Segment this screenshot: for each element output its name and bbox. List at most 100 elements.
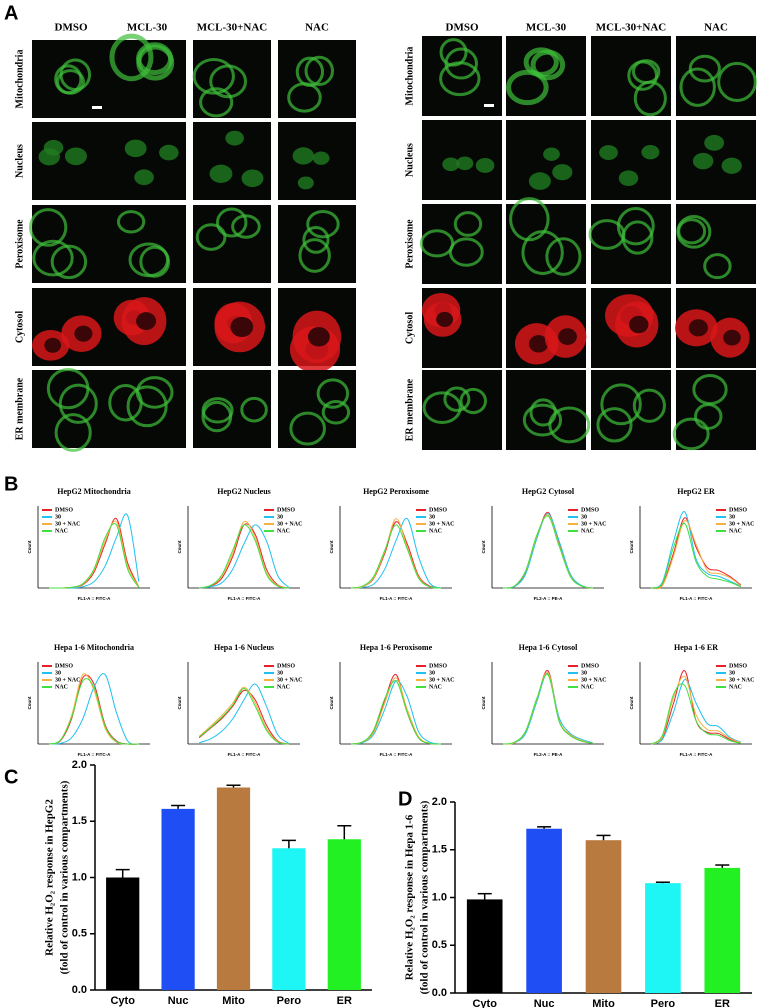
x-axis-label: FL1-A :: FITC-A xyxy=(380,596,414,601)
y-axis-label: Count xyxy=(27,696,32,709)
nucleus xyxy=(456,156,474,171)
y-axis-label: Count xyxy=(177,540,182,553)
histogram-line xyxy=(351,674,441,745)
cell xyxy=(459,387,487,415)
x-tick-label: Pero xyxy=(277,995,302,1007)
row-label: ER membrane xyxy=(404,378,415,441)
y-tick-label: 0.5 xyxy=(72,928,87,940)
y-tick-label: 1.0 xyxy=(72,871,87,883)
micrograph xyxy=(676,120,756,200)
chart-title: Hepa 1-6 Mitochondria xyxy=(54,643,134,652)
y-tick-label: 1.5 xyxy=(432,844,447,856)
legend-label: DMSO xyxy=(55,663,73,669)
legend-label: 30 xyxy=(277,670,283,676)
histogram-line xyxy=(198,686,289,745)
histogram-line xyxy=(351,524,441,589)
row-label: Peroxisome xyxy=(404,219,415,269)
x-tick-label: Nuc xyxy=(168,995,189,1007)
micrograph xyxy=(108,40,186,118)
x-tick-label: Nuc xyxy=(534,998,555,1008)
legend-label: 30 + NAC xyxy=(277,677,302,683)
column-header: DMSO xyxy=(55,22,88,34)
histogram-line xyxy=(351,517,442,589)
legend-label: NAC xyxy=(429,528,442,534)
cell xyxy=(59,58,92,91)
scale-bar xyxy=(92,106,102,109)
x-axis-label: FL1-A :: FITC-A xyxy=(380,752,414,757)
nucleus xyxy=(230,316,254,338)
y-axis-label: Count xyxy=(329,696,334,709)
cell xyxy=(509,197,550,242)
nucleus xyxy=(124,139,147,158)
cell xyxy=(116,210,146,234)
micrograph xyxy=(676,370,756,450)
nucleus xyxy=(629,315,649,334)
legend-label: NAC xyxy=(277,684,290,690)
legend-label: 30 xyxy=(277,514,283,520)
cell xyxy=(54,413,92,452)
x-axis-label: FL1-A :: FITC-A xyxy=(228,596,262,601)
x-axis-label: FL1-A :: FITC-A xyxy=(680,596,714,601)
cell xyxy=(199,87,234,118)
cell xyxy=(522,403,563,437)
bar xyxy=(585,840,622,993)
histogram-line xyxy=(503,515,593,589)
bar xyxy=(704,867,741,993)
cell xyxy=(321,400,351,425)
nucleus xyxy=(688,319,708,337)
nucleus xyxy=(723,329,741,346)
legend-label: 30 xyxy=(729,670,735,676)
nucleus xyxy=(528,335,549,353)
nucleus xyxy=(543,147,560,161)
histogram-line xyxy=(49,523,140,589)
panel-label: C xyxy=(4,766,18,788)
nucleus xyxy=(704,134,725,151)
nucleus xyxy=(721,157,742,174)
legend-label: 30 + NAC xyxy=(429,677,454,683)
legend-label: 30 xyxy=(55,514,61,520)
histogram-line xyxy=(199,523,289,589)
cell xyxy=(209,64,247,99)
x-axis-label: FL1-A :: FITC-A xyxy=(78,596,112,601)
cell xyxy=(632,388,666,423)
legend-label: 30 + NAC xyxy=(581,677,606,683)
micrograph xyxy=(506,370,586,450)
y-tick-label: 0.0 xyxy=(432,987,447,999)
bar xyxy=(327,839,361,990)
cell xyxy=(548,406,591,444)
nucleus xyxy=(241,169,264,188)
cell xyxy=(703,253,732,280)
micrograph xyxy=(32,40,110,118)
cell xyxy=(306,209,340,239)
legend-label: 30 + NAC xyxy=(729,521,754,527)
histogram-line xyxy=(503,671,593,745)
cell xyxy=(506,69,549,106)
micrograph xyxy=(591,120,671,200)
cell xyxy=(201,400,233,433)
micrograph xyxy=(108,122,186,200)
histogram-line xyxy=(199,520,289,589)
cell xyxy=(32,239,74,277)
cell xyxy=(600,383,642,426)
cell xyxy=(453,211,483,237)
y-axis-label: (fold of control in various compartments… xyxy=(419,800,431,994)
nucleus xyxy=(159,144,179,161)
histogram-line xyxy=(351,680,441,745)
row-label: Mitochondria xyxy=(14,50,25,109)
chart-title: HepG2 ER xyxy=(677,487,715,496)
legend-label: DMSO xyxy=(581,507,599,513)
micrograph xyxy=(422,204,502,284)
nucleus xyxy=(641,145,660,160)
nucleus xyxy=(225,130,244,146)
cell xyxy=(679,67,716,107)
nucleus xyxy=(475,157,495,173)
bar xyxy=(161,808,195,990)
x-tick-label: Mito xyxy=(222,995,245,1007)
column-header: DMSO xyxy=(446,22,479,34)
nucleus xyxy=(297,176,314,190)
cell xyxy=(631,59,661,85)
nucleus xyxy=(307,327,330,347)
nucleus xyxy=(558,328,577,345)
row-label: Cytosol xyxy=(14,311,25,343)
